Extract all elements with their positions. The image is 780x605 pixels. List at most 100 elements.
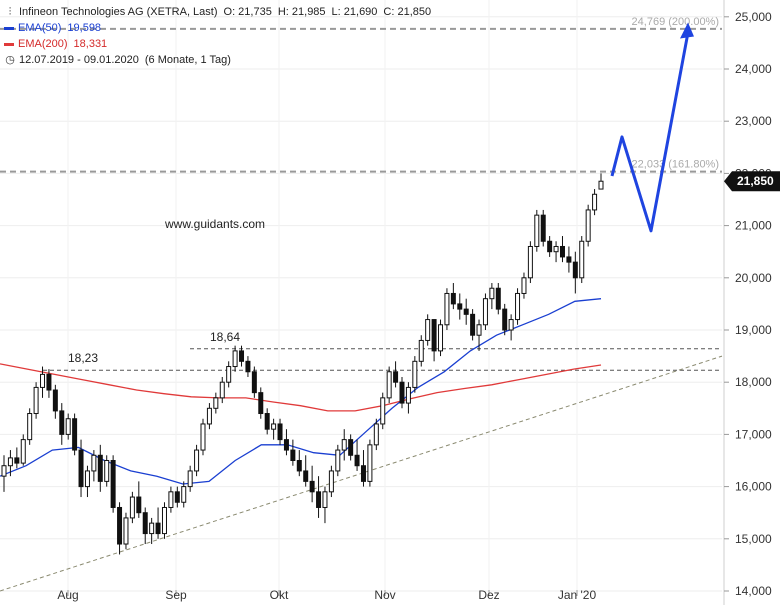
candle[interactable] [206, 403, 212, 430]
candle[interactable] [476, 319, 482, 351]
candle[interactable] [540, 209, 546, 247]
candle[interactable] [508, 314, 514, 341]
candle[interactable] [65, 413, 71, 440]
candle[interactable] [14, 447, 20, 469]
candle[interactable] [405, 382, 411, 414]
candle[interactable] [328, 465, 334, 498]
candle[interactable] [360, 450, 366, 487]
candle[interactable] [412, 356, 418, 393]
candle-body [418, 339, 424, 362]
candle[interactable] [258, 387, 264, 419]
candle[interactable] [489, 283, 495, 310]
candle[interactable] [251, 366, 257, 398]
candle[interactable] [566, 246, 572, 273]
candle[interactable] [348, 434, 354, 461]
candle[interactable] [367, 439, 373, 487]
candle[interactable] [502, 303, 508, 336]
candle[interactable] [283, 429, 289, 456]
candle[interactable] [393, 361, 399, 388]
candle[interactable] [194, 444, 200, 477]
candle[interactable] [200, 418, 206, 456]
candle[interactable] [579, 236, 585, 284]
candle[interactable] [296, 450, 302, 477]
candle[interactable] [322, 486, 328, 524]
candle[interactable] [226, 361, 232, 388]
candle[interactable] [136, 481, 142, 518]
candle[interactable] [438, 319, 444, 357]
candle[interactable] [1, 455, 7, 492]
candle[interactable] [309, 465, 315, 503]
candle[interactable] [271, 418, 277, 440]
candle[interactable] [482, 293, 488, 330]
candle[interactable] [463, 298, 469, 325]
candle[interactable] [239, 345, 245, 367]
candle[interactable] [527, 241, 533, 284]
candle[interactable] [117, 502, 123, 555]
candle[interactable] [450, 283, 456, 310]
candle[interactable] [386, 366, 392, 404]
candle[interactable] [264, 408, 270, 435]
candle[interactable] [245, 356, 251, 377]
candle[interactable] [97, 444, 103, 492]
candle[interactable] [84, 465, 90, 498]
candle[interactable] [52, 384, 58, 419]
candle[interactable] [142, 507, 148, 545]
candle[interactable] [335, 444, 341, 477]
candle[interactable] [373, 418, 379, 451]
candle[interactable] [213, 392, 219, 414]
candle[interactable] [425, 314, 431, 346]
candle[interactable] [592, 189, 598, 216]
candle[interactable] [161, 502, 167, 539]
candle[interactable] [174, 486, 180, 508]
candle[interactable] [559, 236, 565, 263]
candle[interactable] [418, 335, 424, 367]
candle[interactable] [457, 293, 463, 320]
candles[interactable] [1, 173, 604, 555]
candle[interactable] [40, 366, 46, 398]
candle[interactable] [380, 392, 386, 430]
candle[interactable] [168, 486, 174, 513]
candle[interactable] [444, 288, 450, 330]
candle[interactable] [187, 465, 193, 492]
candle[interactable] [27, 408, 33, 445]
candle[interactable] [470, 309, 476, 341]
legend-ema200-row[interactable]: EMA(200) 18,331 [4, 36, 431, 52]
candle[interactable] [78, 439, 84, 498]
candle[interactable] [46, 369, 52, 398]
candle-body [296, 460, 302, 472]
candle[interactable] [495, 283, 501, 315]
candle[interactable] [20, 434, 26, 466]
candle[interactable] [232, 345, 238, 372]
candle[interactable] [290, 439, 296, 466]
candle[interactable] [33, 382, 39, 419]
candle[interactable] [277, 418, 283, 445]
candle[interactable] [316, 476, 322, 518]
candle[interactable] [72, 413, 78, 456]
candle[interactable] [110, 455, 116, 513]
candle[interactable] [553, 241, 559, 263]
candle[interactable] [129, 491, 135, 524]
candle[interactable] [59, 403, 65, 445]
candle[interactable] [219, 376, 225, 404]
candle[interactable] [354, 439, 360, 471]
candle[interactable] [123, 512, 129, 550]
candle[interactable] [155, 507, 161, 539]
candle[interactable] [585, 204, 591, 247]
candle[interactable] [104, 455, 110, 487]
candle[interactable] [149, 517, 155, 545]
candle[interactable] [91, 450, 97, 482]
candle[interactable] [598, 173, 604, 190]
candle[interactable] [521, 272, 527, 299]
candle[interactable] [572, 251, 578, 294]
candle[interactable] [515, 288, 521, 325]
candle[interactable] [547, 236, 553, 257]
legend-ema50-row[interactable]: EMA(50) 19,598 [4, 20, 431, 36]
candle[interactable] [303, 455, 309, 487]
candle[interactable] [399, 376, 405, 409]
candle[interactable] [181, 481, 187, 508]
candle[interactable] [341, 429, 347, 461]
candle[interactable] [534, 209, 540, 252]
candle[interactable] [431, 319, 437, 362]
candle[interactable] [7, 450, 13, 477]
